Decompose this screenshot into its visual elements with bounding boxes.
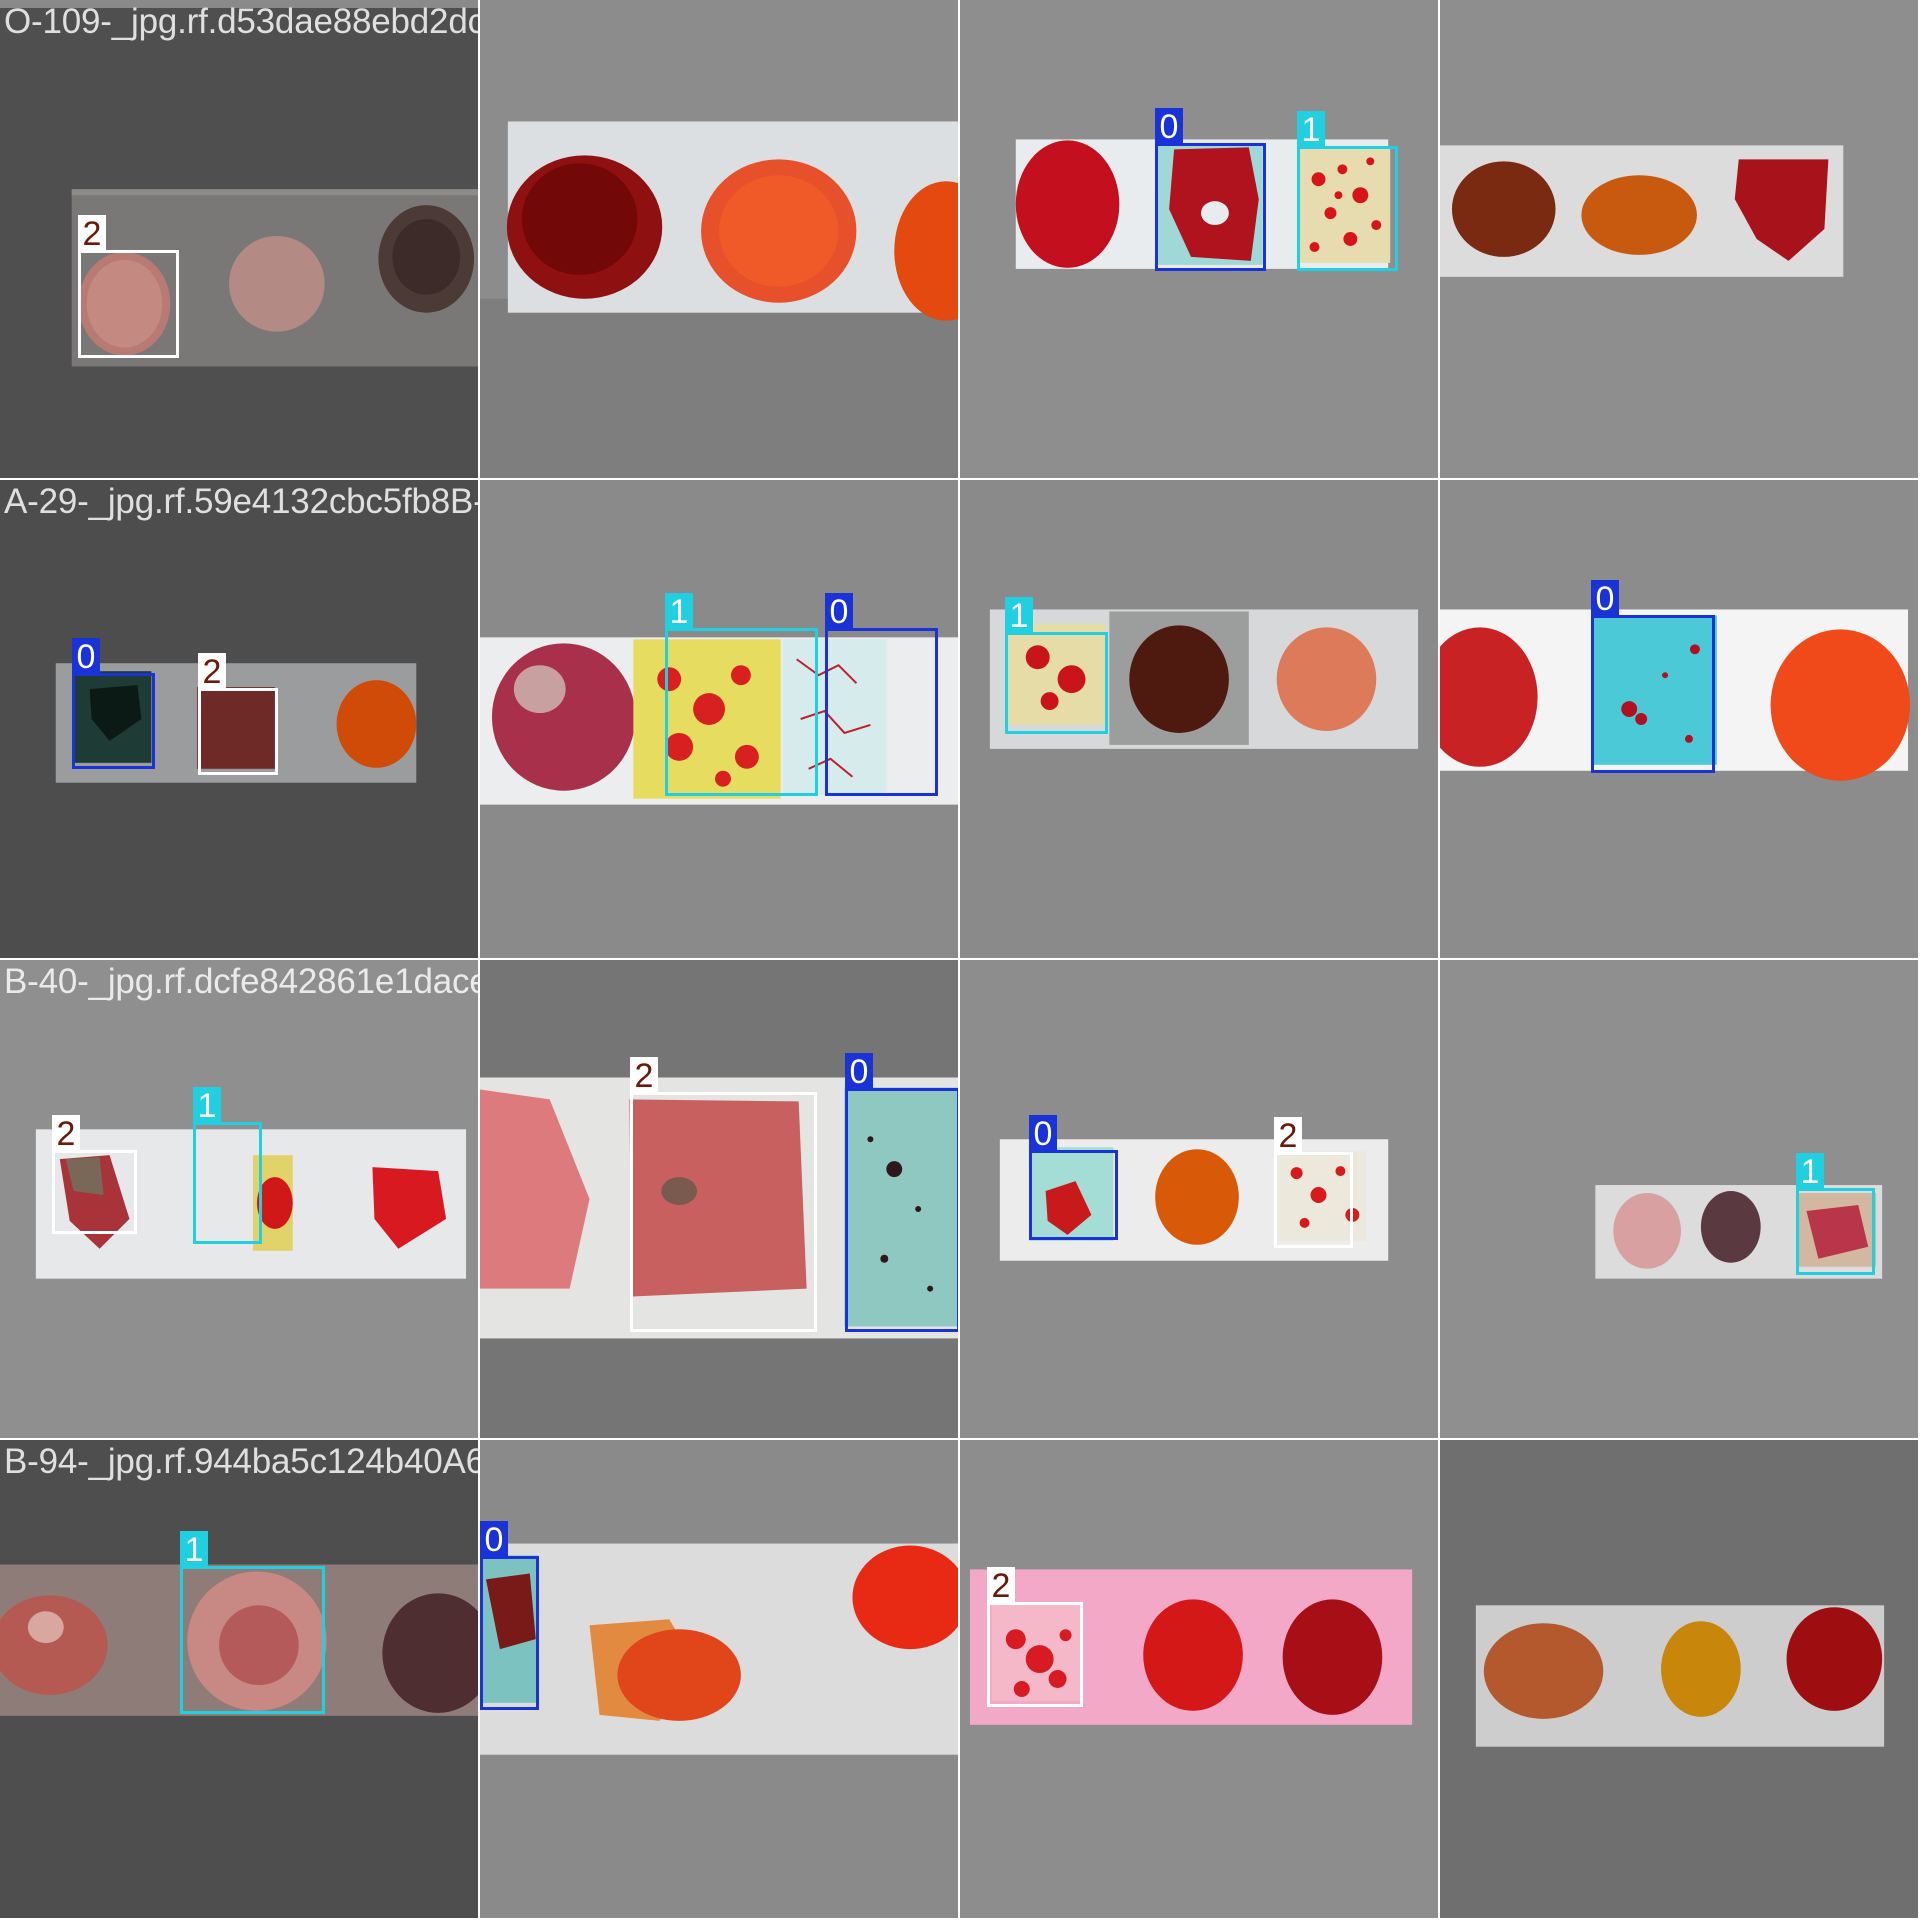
class-label: 0 bbox=[825, 593, 853, 631]
detection-box-class-2: 2 bbox=[198, 688, 278, 775]
detection-box-class-0: 0 bbox=[1029, 1150, 1118, 1240]
detection-box-class-1: 1 bbox=[1005, 632, 1108, 734]
tile-photo bbox=[0, 0, 478, 478]
tile-4 bbox=[1440, 0, 1920, 480]
detection-box-class-1: 1 bbox=[665, 628, 818, 796]
class-label: 1 bbox=[193, 1087, 221, 1125]
tile-8: 0 bbox=[1440, 480, 1920, 960]
class-label: 0 bbox=[480, 1521, 508, 1559]
tile-photo bbox=[480, 1440, 958, 1918]
class-label: 0 bbox=[1029, 1115, 1057, 1153]
detection-box-class-1: 1 bbox=[1297, 146, 1398, 271]
class-label: 2 bbox=[987, 1567, 1015, 1605]
tile-12: 1 bbox=[1440, 960, 1920, 1440]
tile-16 bbox=[1440, 1440, 1920, 1920]
detection-box-class-1: 1 bbox=[193, 1122, 262, 1244]
detection-box-class-0: 0 bbox=[845, 1088, 960, 1332]
tile-7: 1 bbox=[960, 480, 1440, 960]
class-label: 1 bbox=[1297, 111, 1325, 149]
class-label: 0 bbox=[72, 638, 100, 676]
tile-3: 0 1 bbox=[960, 0, 1440, 480]
class-label: 2 bbox=[78, 215, 106, 253]
class-label: 0 bbox=[845, 1053, 873, 1091]
class-label: 2 bbox=[52, 1115, 80, 1153]
tile-13: B-94-_jpg.rf.944ba5c124b40A6745d76a0f7e5… bbox=[0, 1440, 480, 1920]
class-label: 1 bbox=[1005, 597, 1033, 635]
tile-15: 2 bbox=[960, 1440, 1440, 1920]
detection-box-class-0: 0 bbox=[72, 673, 155, 769]
class-label: 1 bbox=[1796, 1153, 1824, 1191]
tile-10: 2 0 bbox=[480, 960, 960, 1440]
tile-11: 0 2 bbox=[960, 960, 1440, 1440]
class-label: 2 bbox=[1274, 1117, 1302, 1155]
detection-box-class-2: 2 bbox=[987, 1602, 1083, 1707]
detection-box-class-1: 1 bbox=[1796, 1188, 1875, 1275]
tile-9: B-40-_jpg.rf.dcfe842861e1dace8f60e604227… bbox=[0, 960, 480, 1440]
tile-5: A-29-_jpg.rf.59e4132cbc5fb8B-28-f9946f.8… bbox=[0, 480, 480, 960]
class-label: 2 bbox=[630, 1057, 658, 1095]
tile-14: 0 bbox=[480, 1440, 960, 1920]
detection-box-class-1: 1 bbox=[180, 1566, 325, 1714]
class-label: 0 bbox=[1591, 580, 1619, 618]
detection-box-class-2: 2 bbox=[1274, 1152, 1353, 1248]
detection-box-class-0: 0 bbox=[1591, 615, 1715, 773]
image-filename: B-94-_jpg.rf.944ba5c124b40A6745d76a0f7e5… bbox=[4, 1442, 480, 1482]
tile-photo bbox=[480, 0, 958, 478]
class-label: 2 bbox=[198, 653, 226, 691]
image-filename: B-40-_jpg.rf.dcfe842861e1dace8f60e604227… bbox=[4, 962, 480, 1002]
tile-photo bbox=[1440, 1440, 1918, 1918]
detection-box-class-0: 0 bbox=[825, 628, 938, 796]
detection-box-class-2: 2 bbox=[630, 1092, 817, 1332]
tile-photo bbox=[1440, 0, 1918, 478]
detection-box-class-0: 0 bbox=[480, 1556, 539, 1710]
class-label: 1 bbox=[180, 1531, 208, 1569]
class-label: 1 bbox=[665, 593, 693, 631]
tile-1: O-109-_jpg.rf.d53dae88ebd2dc70e95fdd63cd… bbox=[0, 0, 480, 480]
detection-box-class-2: 2 bbox=[78, 250, 179, 358]
detection-box-class-0: 0 bbox=[1155, 143, 1266, 271]
class-label: 0 bbox=[1155, 108, 1183, 146]
image-filename: A-29-_jpg.rf.59e4132cbc5fb8B-28-f9946f.8… bbox=[4, 482, 480, 522]
tile-2 bbox=[480, 0, 960, 480]
tile-6: 1 0 bbox=[480, 480, 960, 960]
detection-box-class-2: 2 bbox=[52, 1150, 137, 1234]
image-filename: O-109-_jpg.rf.d53dae88ebd2dc70e95fdd63cd… bbox=[4, 2, 480, 42]
